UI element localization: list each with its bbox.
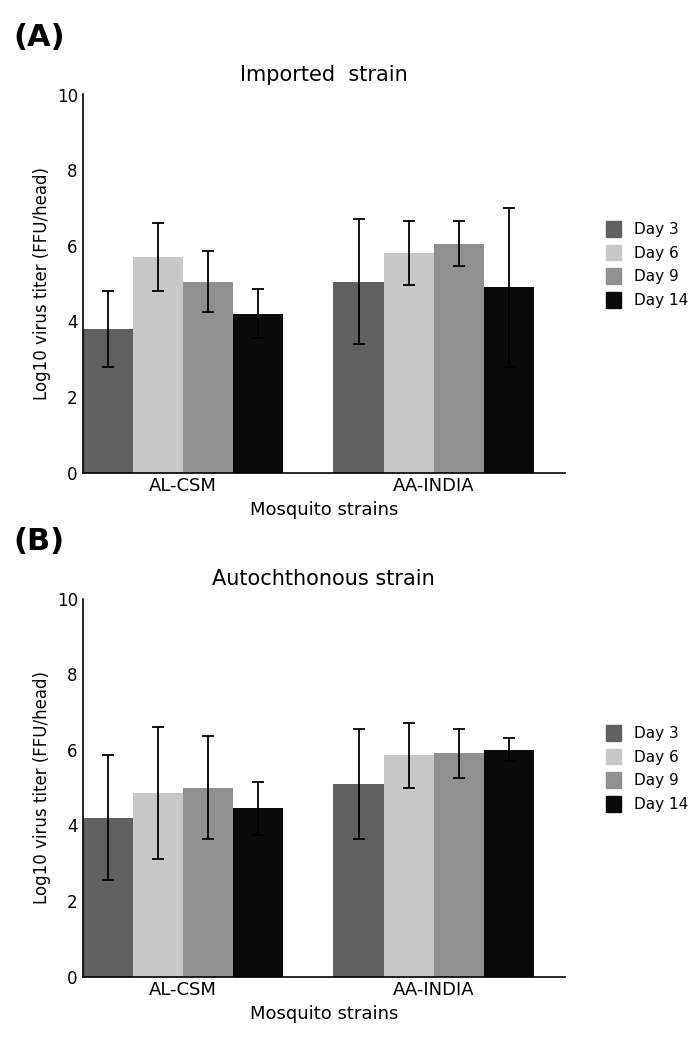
Title: Imported  strain: Imported strain [240,65,408,85]
Bar [133,793,183,976]
Text: (A): (A) [14,23,65,52]
Bar [183,788,233,976]
Text: (B): (B) [14,527,65,556]
Title: Autochthonous strain: Autochthonous strain [212,569,435,589]
Y-axis label: Log10 virus titer (FFU/head): Log10 virus titer (FFU/head) [33,167,51,400]
Bar [384,253,434,472]
Bar [83,329,133,472]
Bar [484,750,534,976]
Y-axis label: Log10 virus titer (FFU/head): Log10 virus titer (FFU/head) [33,671,51,904]
Bar [434,244,484,472]
Bar [133,257,183,472]
X-axis label: Mosquito strains: Mosquito strains [249,501,398,519]
Bar [233,314,283,472]
Bar [484,288,534,472]
Legend: Day 3, Day 6, Day 9, Day 14: Day 3, Day 6, Day 9, Day 14 [601,216,689,313]
Bar [83,818,133,976]
Bar [434,754,484,976]
X-axis label: Mosquito strains: Mosquito strains [249,1005,398,1023]
Bar [384,755,434,976]
Legend: Day 3, Day 6, Day 9, Day 14: Day 3, Day 6, Day 9, Day 14 [601,720,689,817]
Bar [183,281,233,472]
Bar [233,808,283,976]
Bar [333,281,384,472]
Bar [333,783,384,976]
